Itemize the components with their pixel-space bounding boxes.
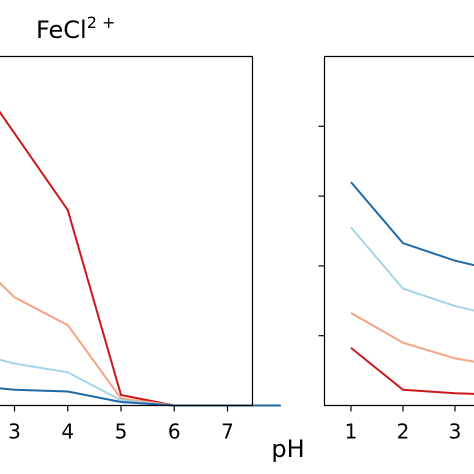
right-series-lines	[350, 181, 474, 395]
left-series-line-0	[0, 110, 281, 407]
right-series-line-0	[350, 181, 474, 267]
left-x-tick-label: 3	[8, 420, 21, 444]
right-x-tick-label: 1	[345, 420, 358, 444]
left-series-line-2	[0, 358, 281, 407]
left-axes-frame	[0, 55, 254, 407]
x-axis-label: pH	[271, 435, 304, 463]
left-series-line-1	[0, 281, 281, 407]
right-x-tick-label: 2	[397, 420, 410, 444]
left-panel: FeCl2 + 3 4 5 6 7	[0, 13, 281, 444]
left-x-tick-label: 7	[221, 420, 234, 444]
right-series-line-3	[350, 347, 474, 395]
left-series-lines	[0, 110, 281, 407]
right-panel: 1 2 3	[318, 55, 474, 444]
left-x-ticks: 3 4 5 6 7	[8, 405, 234, 444]
left-panel-title: FeCl2 +	[36, 13, 115, 44]
right-series-line-2	[350, 312, 474, 363]
left-x-tick-label: 6	[168, 420, 181, 444]
title-superscript: 2 +	[87, 13, 116, 32]
title-base: FeCl	[36, 16, 87, 44]
left-x-tick-label: 4	[61, 420, 74, 444]
left-series-line-3	[0, 387, 281, 407]
right-axes-frame	[323, 55, 474, 407]
right-x-ticks: 1 2 3	[345, 405, 462, 444]
right-series-line-1	[350, 226, 474, 312]
right-y-ticks	[318, 125, 325, 337]
right-x-tick-label: 3	[449, 420, 462, 444]
left-x-tick-label: 5	[115, 420, 128, 444]
